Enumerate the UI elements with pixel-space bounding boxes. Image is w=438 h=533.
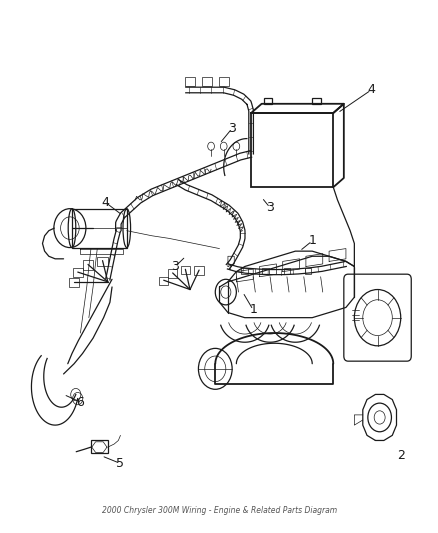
Bar [251,113,332,187]
Text: 2: 2 [396,449,404,462]
Bar [218,77,228,86]
Text: 3: 3 [171,260,179,273]
Text: 3: 3 [265,201,273,214]
Bar [69,278,79,287]
Bar [201,77,212,86]
Bar [283,268,290,274]
Bar [72,209,127,247]
Text: 3: 3 [228,122,236,135]
Bar [180,266,190,274]
Bar [184,77,194,86]
Bar [97,256,107,266]
Bar [304,268,311,274]
Bar [168,269,177,278]
Bar [159,277,168,285]
Text: 1: 1 [249,303,257,317]
Bar [262,268,268,274]
Bar [241,268,247,274]
Text: 5: 5 [116,457,124,470]
Bar [73,268,83,277]
Text: 6: 6 [76,395,84,409]
Bar [263,98,272,104]
Bar [83,261,93,270]
Bar [311,98,320,104]
Text: 1: 1 [307,235,315,247]
Bar [194,266,203,274]
Text: 4: 4 [367,84,374,96]
Text: 2000 Chrysler 300M Wiring - Engine & Related Parts Diagram: 2000 Chrysler 300M Wiring - Engine & Rel… [102,506,336,515]
Text: 4: 4 [102,196,110,209]
Bar [91,440,108,453]
